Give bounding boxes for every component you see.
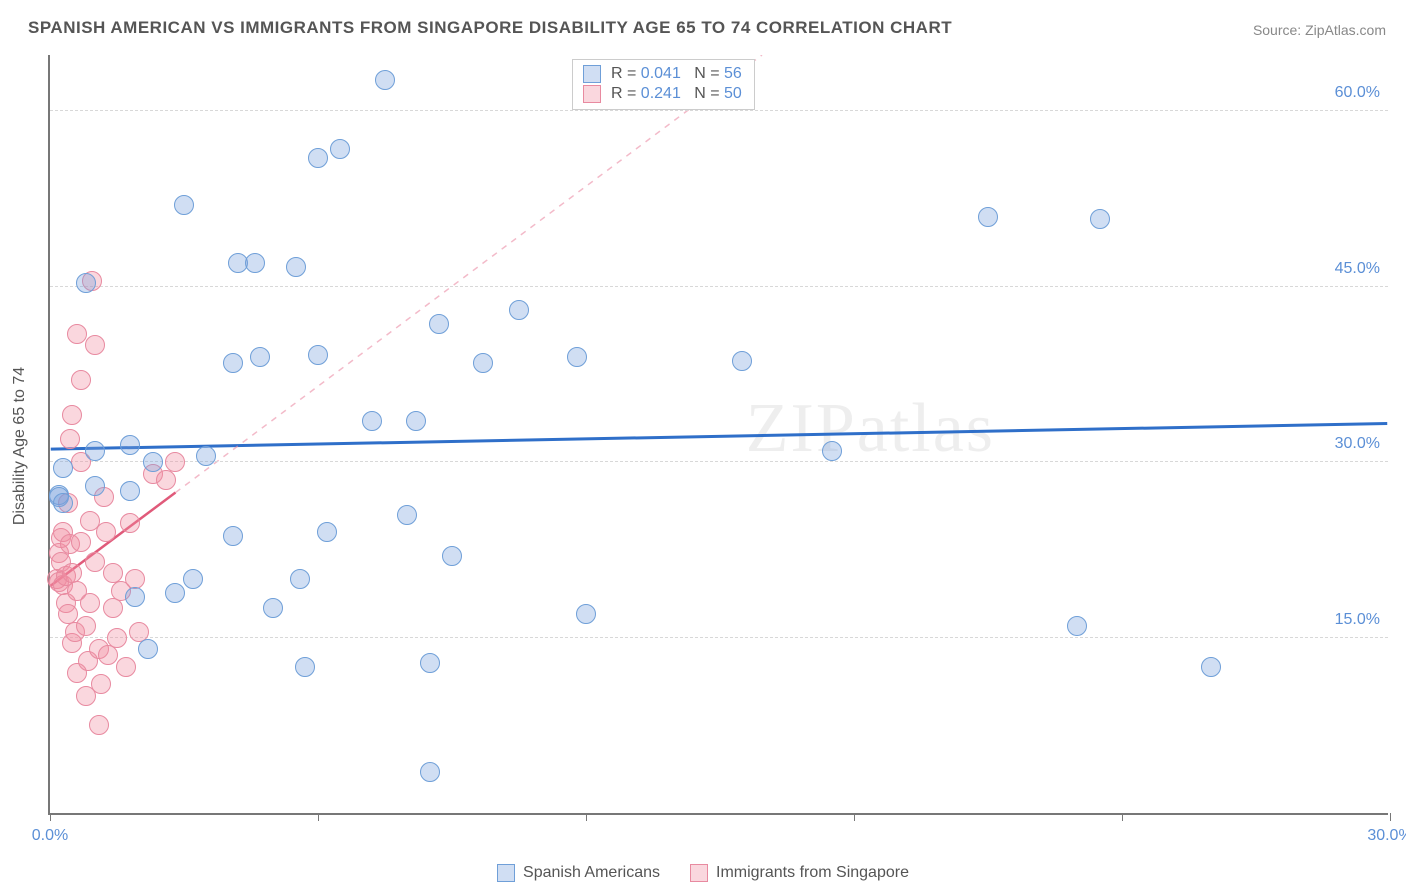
- gridline: [50, 461, 1388, 462]
- data-point: [67, 324, 87, 344]
- x-tick: [1122, 813, 1123, 821]
- legend-swatch-b: [690, 864, 708, 882]
- stats-text-b: R = 0.241 N = 50: [611, 85, 742, 103]
- trend-lines-layer: [50, 55, 1388, 813]
- data-point: [165, 583, 185, 603]
- scatter-plot-area: ZIPatlas R = 0.041 N = 56 R = 0.241 N = …: [48, 55, 1388, 815]
- watermark: ZIPatlas: [746, 389, 995, 469]
- data-point: [116, 657, 136, 677]
- data-point: [509, 300, 529, 320]
- data-point: [138, 639, 158, 659]
- data-point: [60, 429, 80, 449]
- data-point: [223, 353, 243, 373]
- data-point: [406, 411, 426, 431]
- data-point: [473, 353, 493, 373]
- legend-item-a: Spanish Americans: [497, 864, 660, 882]
- stats-row-b: R = 0.241 N = 50: [583, 84, 742, 104]
- data-point: [308, 345, 328, 365]
- data-point: [429, 314, 449, 334]
- data-point: [732, 351, 752, 371]
- data-point: [89, 715, 109, 735]
- data-point: [290, 569, 310, 589]
- data-point: [120, 513, 140, 533]
- gridline: [50, 286, 1388, 287]
- data-point: [98, 645, 118, 665]
- data-point: [91, 674, 111, 694]
- swatch-series-b: [583, 85, 601, 103]
- legend-label-a: Spanish Americans: [523, 864, 660, 882]
- data-point: [420, 653, 440, 673]
- y-tick-label: 45.0%: [1335, 260, 1380, 278]
- data-point: [103, 598, 123, 618]
- data-point: [330, 139, 350, 159]
- legend-item-b: Immigrants from Singapore: [690, 864, 909, 882]
- data-point: [822, 441, 842, 461]
- data-point: [53, 493, 73, 513]
- data-point: [183, 569, 203, 589]
- x-tick-label: 0.0%: [32, 827, 68, 845]
- data-point: [71, 532, 91, 552]
- gridline: [50, 637, 1388, 638]
- data-point: [1067, 616, 1087, 636]
- data-point: [80, 593, 100, 613]
- series-legend: Spanish Americans Immigrants from Singap…: [0, 864, 1406, 882]
- x-tick-label: 30.0%: [1367, 827, 1406, 845]
- y-tick-label: 30.0%: [1335, 435, 1380, 453]
- data-point: [317, 522, 337, 542]
- y-axis-label: Disability Age 65 to 74: [11, 367, 29, 525]
- legend-label-b: Immigrants from Singapore: [716, 864, 909, 882]
- data-point: [978, 207, 998, 227]
- legend-swatch-a: [497, 864, 515, 882]
- data-point: [85, 552, 105, 572]
- data-point: [375, 70, 395, 90]
- data-point: [576, 604, 596, 624]
- data-point: [442, 546, 462, 566]
- data-point: [53, 458, 73, 478]
- data-point: [165, 452, 185, 472]
- data-point: [71, 370, 91, 390]
- data-point: [362, 411, 382, 431]
- data-point: [263, 598, 283, 618]
- data-point: [156, 470, 176, 490]
- data-point: [196, 446, 216, 466]
- data-point: [76, 273, 96, 293]
- data-point: [250, 347, 270, 367]
- x-tick: [50, 813, 51, 821]
- data-point: [85, 441, 105, 461]
- stats-row-a: R = 0.041 N = 56: [583, 64, 742, 84]
- data-point: [62, 405, 82, 425]
- y-tick-label: 60.0%: [1335, 84, 1380, 102]
- x-tick: [854, 813, 855, 821]
- stats-text-a: R = 0.041 N = 56: [611, 65, 742, 83]
- data-point: [143, 452, 163, 472]
- swatch-series-a: [583, 65, 601, 83]
- stats-legend-box: R = 0.041 N = 56 R = 0.241 N = 50: [572, 59, 755, 110]
- data-point: [107, 628, 127, 648]
- data-point: [85, 476, 105, 496]
- data-point: [567, 347, 587, 367]
- data-point: [120, 435, 140, 455]
- data-point: [308, 148, 328, 168]
- data-point: [397, 505, 417, 525]
- data-point: [85, 335, 105, 355]
- x-tick: [586, 813, 587, 821]
- gridline: [50, 110, 1388, 111]
- chart-title: SPANISH AMERICAN VS IMMIGRANTS FROM SING…: [28, 18, 952, 38]
- data-point: [174, 195, 194, 215]
- data-point: [286, 257, 306, 277]
- source-attribution: Source: ZipAtlas.com: [1253, 22, 1386, 38]
- data-point: [295, 657, 315, 677]
- y-tick-label: 15.0%: [1335, 611, 1380, 629]
- data-point: [1201, 657, 1221, 677]
- data-point: [125, 587, 145, 607]
- data-point: [245, 253, 265, 273]
- data-point: [96, 522, 116, 542]
- x-tick: [1390, 813, 1391, 821]
- data-point: [120, 481, 140, 501]
- data-point: [420, 762, 440, 782]
- data-point: [1090, 209, 1110, 229]
- data-point: [223, 526, 243, 546]
- data-point: [76, 616, 96, 636]
- x-tick: [318, 813, 319, 821]
